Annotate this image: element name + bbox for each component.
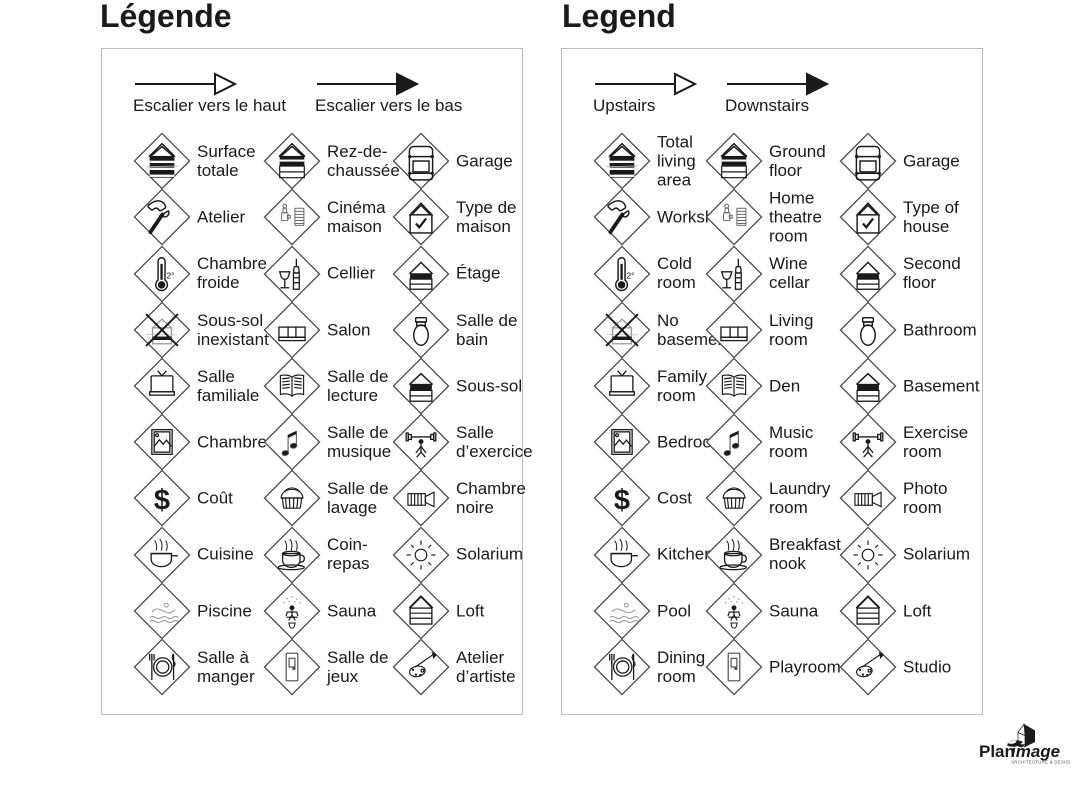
svg-text:2°: 2°	[166, 270, 174, 280]
svg-text:$: $	[154, 485, 170, 517]
svg-text:ARCHITECTURE & DESIGN: ARCHITECTURE & DESIGN	[1011, 760, 1070, 765]
svg-text:2°: 2°	[626, 270, 634, 280]
svg-text:$: $	[614, 485, 630, 517]
svg-text:image: image	[1011, 742, 1060, 761]
svg-text:Plan: Plan	[979, 742, 1015, 761]
